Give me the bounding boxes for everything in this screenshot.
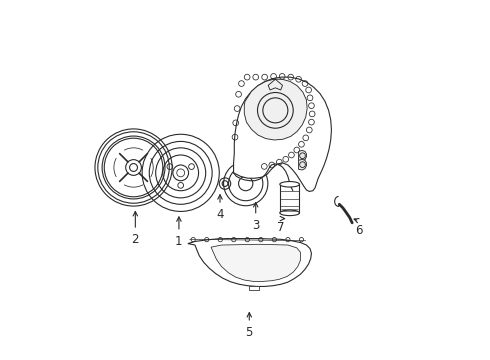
Text: 5: 5 bbox=[245, 326, 253, 339]
Text: 6: 6 bbox=[356, 224, 363, 237]
Polygon shape bbox=[245, 79, 307, 140]
Polygon shape bbox=[188, 239, 312, 287]
Text: 4: 4 bbox=[216, 208, 224, 221]
Text: 3: 3 bbox=[252, 219, 259, 231]
Text: 1: 1 bbox=[175, 235, 183, 248]
Polygon shape bbox=[234, 77, 331, 192]
Polygon shape bbox=[298, 159, 306, 170]
Ellipse shape bbox=[280, 181, 299, 187]
Text: 2: 2 bbox=[132, 233, 139, 246]
Bar bbox=[280, 184, 299, 213]
Polygon shape bbox=[211, 244, 300, 282]
Text: 7: 7 bbox=[277, 221, 285, 234]
Ellipse shape bbox=[280, 210, 299, 216]
Polygon shape bbox=[248, 287, 259, 290]
Polygon shape bbox=[298, 150, 306, 161]
